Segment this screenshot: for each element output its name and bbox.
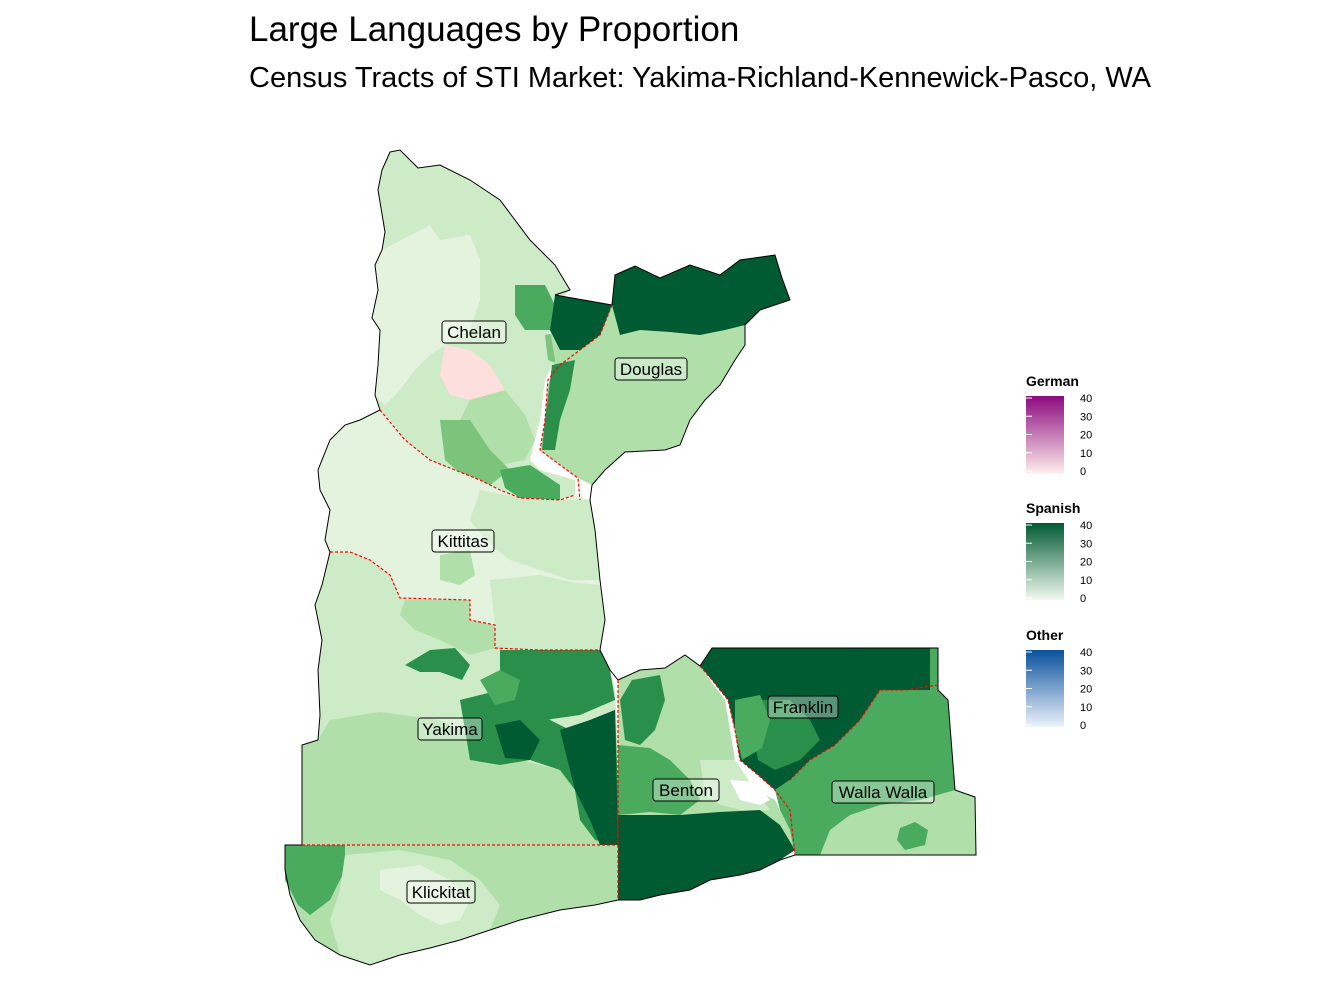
legend-tick-label: 0 — [1080, 593, 1086, 604]
legend-spanish: Spanish 40 30 20 10 0 — [1026, 500, 1116, 609]
county-label-kittitas: Kittitas — [431, 529, 495, 553]
legend-tick-label: 10 — [1080, 702, 1092, 714]
color-scale: 40 30 20 10 0 — [1026, 647, 1092, 732]
color-scale: 40 30 20 10 0 — [1026, 520, 1092, 605]
svg-text:Yakima: Yakima — [422, 720, 478, 739]
svg-text:Benton: Benton — [659, 781, 713, 800]
county-label-douglas: Douglas — [614, 357, 688, 381]
legend-german: German 40 30 20 10 0 — [1026, 373, 1116, 482]
market-boundary — [284, 149, 977, 966]
svg-text:Franklin: Franklin — [773, 698, 833, 717]
svg-text:Walla Walla: Walla Walla — [839, 783, 928, 802]
legend-tick-label: 30 — [1080, 665, 1092, 677]
svg-text:Klickitat: Klickitat — [412, 883, 471, 902]
legend-tick-label: 30 — [1080, 538, 1092, 550]
legend-other: Other 40 30 20 10 0 — [1026, 627, 1116, 736]
county-borders — [302, 304, 939, 900]
legend-tick-label: 20 — [1080, 430, 1092, 442]
legend-tick-label: 20 — [1080, 684, 1092, 696]
svg-text:Kittitas: Kittitas — [437, 532, 488, 551]
legend-tick-label: 0 — [1080, 466, 1086, 477]
map-title: Large Languages by Proportion — [249, 10, 740, 49]
legend-tick-label: 10 — [1080, 575, 1092, 587]
legend-title: Other — [1026, 627, 1064, 643]
county-label-chelan: Chelan — [441, 320, 507, 344]
color-scale: 40 30 20 10 0 — [1026, 393, 1092, 478]
county-douglas — [540, 255, 790, 485]
county-benton — [618, 655, 795, 900]
legend-tick-label: 10 — [1080, 448, 1092, 460]
legend-tick-label: 0 — [1080, 720, 1086, 731]
legend-title: Spanish — [1026, 500, 1081, 516]
county-yakima — [302, 552, 618, 845]
legend-tick-label: 30 — [1080, 411, 1092, 423]
county-label-walla-walla: Walla Walla — [831, 780, 935, 804]
svg-text:Douglas: Douglas — [620, 360, 682, 379]
map-subtitle: Census Tracts of STI Market: Yakima-Rich… — [249, 62, 1151, 94]
county-label-benton: Benton — [652, 778, 720, 802]
county-label-franklin: Franklin — [767, 695, 839, 719]
legend-tick-label: 40 — [1080, 393, 1092, 405]
legend-tick-label: 20 — [1080, 557, 1092, 569]
county-chelan — [372, 150, 585, 500]
county-label-yakima: Yakima — [417, 717, 483, 741]
county-label-klickitat: Klickitat — [406, 880, 476, 904]
legend-tick-label: 40 — [1080, 520, 1092, 532]
county-klickitat — [285, 845, 618, 965]
legend-title: German — [1026, 373, 1079, 389]
svg-text:Chelan: Chelan — [447, 323, 501, 342]
legend-tick-label: 40 — [1080, 647, 1092, 659]
